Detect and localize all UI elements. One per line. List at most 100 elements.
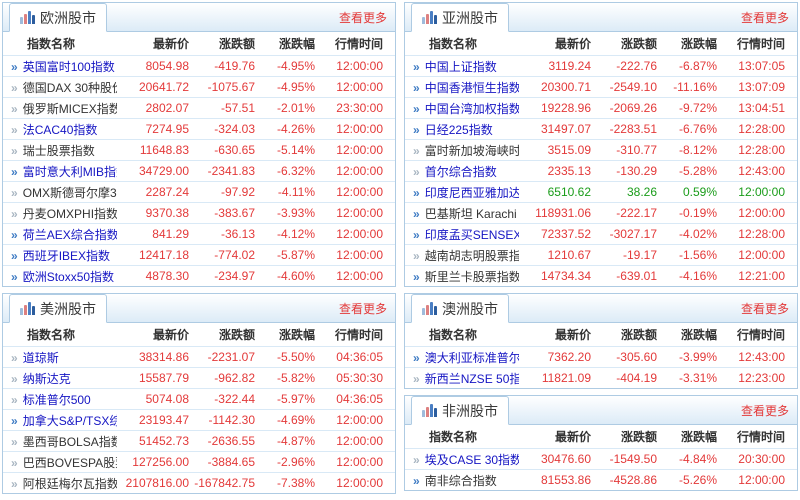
quote-time: 12:00:00	[319, 244, 395, 266]
change-amount: -57.51	[193, 97, 259, 119]
quote-time: 12:00:00	[319, 139, 395, 161]
index-name-link[interactable]: 斯里兰卡股票指数	[424, 269, 519, 284]
view-more-link[interactable]: 查看更多	[740, 403, 789, 418]
table-row: » 荷兰AEX综合指数 841.29 -36.13 -4.12% 12:00:00	[3, 223, 395, 245]
index-name-link[interactable]: 富时新加坡海峡时报指数	[424, 143, 519, 158]
index-name-link[interactable]: 欧洲Stoxx50指数	[22, 269, 115, 284]
index-name-link[interactable]: 中国台湾加权指数	[424, 101, 519, 116]
table-row: » 越南胡志明股票指数 1210.67 -19.17 -1.56% 12:00:0…	[405, 244, 797, 266]
index-name-link[interactable]: 印度孟买SENSEX指数	[424, 227, 519, 242]
change-amount: -2069.26	[595, 97, 661, 119]
index-name-link[interactable]: 澳大利亚标准普尔200指数	[424, 350, 519, 365]
latest-price: 2287.24	[117, 181, 193, 203]
index-name-link[interactable]: 阿根廷梅尔瓦指数	[22, 476, 117, 491]
change-amount: -36.13	[193, 223, 259, 245]
index-name-link[interactable]: 德国DAX 30种股价指数	[22, 80, 117, 95]
panel-tab[interactable]: 澳洲股市	[411, 294, 509, 323]
change-percent: -4.84%	[661, 448, 721, 470]
change-percent: -5.26%	[661, 469, 721, 490]
bar-chart-icon	[20, 11, 35, 24]
double-arrow-icon: »	[413, 227, 420, 242]
column-header-3: 涨跌幅	[278, 37, 315, 51]
latest-price: 2335.13	[519, 160, 595, 182]
view-more-link[interactable]: 查看更多	[338, 10, 387, 25]
change-amount: -2231.07	[193, 346, 259, 368]
index-name-link[interactable]: 纳斯达克	[22, 371, 71, 386]
index-name-link[interactable]: 俄罗斯MICEX指数	[22, 101, 117, 116]
column-header-1: 最新价	[554, 37, 591, 51]
index-name-link[interactable]: 墨西哥BOLSA指数	[22, 434, 117, 449]
column-header-0: 指数名称	[429, 37, 478, 51]
bar-chart-icon	[422, 404, 437, 417]
table-row: » 日经225指数 31497.07 -2283.51 -6.76% 12:28:…	[405, 118, 797, 140]
view-more-link[interactable]: 查看更多	[740, 301, 789, 316]
panel-tab[interactable]: 非洲股市	[411, 396, 509, 425]
change-percent: -5.97%	[259, 388, 319, 410]
index-name-link[interactable]: 瑞士股票指数	[22, 143, 95, 158]
index-name-link[interactable]: 道琼斯	[22, 350, 59, 365]
column-header-1: 最新价	[554, 328, 591, 342]
table-row: » 俄罗斯MICEX指数 2802.07 -57.51 -2.01% 23:30:…	[3, 97, 395, 119]
column-header-3: 涨跌幅	[680, 328, 717, 342]
double-arrow-icon: »	[11, 143, 18, 158]
index-name-link[interactable]: 巴西BOVESPA股票指数	[22, 455, 117, 470]
panel-title: 欧洲股市	[40, 9, 96, 26]
column-header-3: 涨跌幅	[680, 37, 717, 51]
index-name-link[interactable]: 法CAC40指数	[22, 122, 98, 137]
change-amount: -404.19	[595, 367, 661, 388]
index-name-link[interactable]: 富时意大利MIB指数	[22, 164, 117, 179]
index-name-link[interactable]: 南非综合指数	[424, 473, 497, 488]
change-percent: -0.19%	[661, 202, 721, 224]
change-percent: -4.16%	[661, 265, 721, 286]
double-arrow-icon: »	[11, 392, 18, 407]
quote-time: 12:00:00	[319, 265, 395, 286]
quote-time: 12:00:00	[319, 55, 395, 77]
double-arrow-icon: »	[11, 476, 18, 491]
change-percent: -5.87%	[259, 244, 319, 266]
index-name-link[interactable]: 越南胡志明股票指数	[424, 248, 519, 263]
index-name-link[interactable]: 标准普尔500	[22, 392, 91, 407]
index-name-link[interactable]: 加拿大S&P/TSX综合指数	[22, 413, 117, 428]
index-name-link[interactable]: 中国上证指数	[424, 59, 497, 74]
index-name-link[interactable]: 新西兰NZSE 50指数	[424, 371, 519, 386]
panel-tab[interactable]: 欧洲股市	[9, 3, 107, 32]
table-header-row: 指数名称 最新价 涨跌额 涨跌幅 行情时间	[405, 32, 797, 56]
index-name-link[interactable]: 西班牙IBEX指数	[22, 248, 111, 263]
index-name-link[interactable]: OMX斯德哥尔摩30指数	[22, 185, 117, 200]
panel-tab[interactable]: 美洲股市	[9, 294, 107, 323]
change-percent: -5.28%	[661, 160, 721, 182]
index-name-link[interactable]: 荷兰AEX综合指数	[22, 227, 117, 242]
double-arrow-icon: »	[11, 371, 18, 386]
latest-price: 14734.34	[519, 265, 595, 286]
double-arrow-icon: »	[413, 80, 420, 95]
double-arrow-icon: »	[413, 164, 420, 179]
index-name-link[interactable]: 巴基斯坦 Karachi 100指数	[424, 206, 519, 221]
latest-price: 3119.24	[519, 55, 595, 77]
double-arrow-icon: »	[413, 269, 420, 284]
change-amount: -639.01	[595, 265, 661, 286]
quote-time: 12:23:00	[721, 367, 797, 388]
change-amount: -419.76	[193, 55, 259, 77]
latest-price: 7362.20	[519, 346, 595, 368]
change-percent: -2.96%	[259, 451, 319, 473]
panel-africa: 非洲股市 查看更多 指数名称 最新价 涨跌额 涨跌幅 行情时间 » 埃及CASE 30指数…	[404, 395, 798, 491]
index-name-link[interactable]: 中国香港恒生指数	[424, 80, 519, 95]
index-name-link[interactable]: 印度尼西亚雅加达综合指数	[424, 185, 519, 200]
index-table: 指数名称 最新价 涨跌额 涨跌幅 行情时间 » 澳大利亚标准普尔200指数 7362.20…	[405, 323, 797, 388]
quote-time: 13:04:51	[721, 97, 797, 119]
column-header-2: 涨跌额	[620, 328, 657, 342]
double-arrow-icon: »	[11, 80, 18, 95]
index-name-link[interactable]: 丹麦OMXPHI指数	[22, 206, 117, 221]
latest-price: 9370.38	[117, 202, 193, 224]
index-name-link[interactable]: 首尔综合指数	[424, 164, 497, 179]
index-name-link[interactable]: 埃及CASE 30指数	[424, 452, 519, 467]
index-name-link[interactable]: 英国富时100指数	[22, 59, 115, 74]
double-arrow-icon: »	[413, 59, 420, 74]
double-arrow-icon: »	[413, 350, 420, 365]
view-more-link[interactable]: 查看更多	[740, 10, 789, 25]
panel-tab[interactable]: 亚洲股市	[411, 3, 509, 32]
index-name-link[interactable]: 日经225指数	[424, 122, 493, 137]
change-amount: -222.17	[595, 202, 661, 224]
view-more-link[interactable]: 查看更多	[338, 301, 387, 316]
